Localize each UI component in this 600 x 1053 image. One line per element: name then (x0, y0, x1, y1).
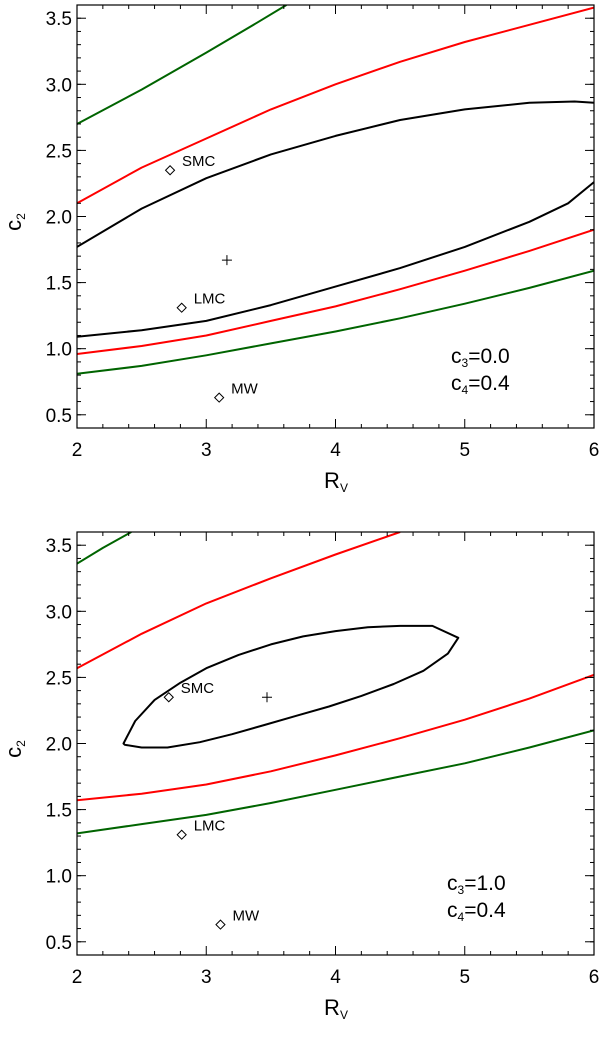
y-axis-title-sub: 2 (14, 213, 28, 220)
x-tick-label: 6 (589, 967, 600, 988)
point-label-smc: SMC (182, 153, 216, 170)
best-fit-marker (261, 692, 272, 703)
parameter-annotation-sub: 4 (462, 383, 469, 397)
parameter-annotation: c3=1.0 (447, 872, 506, 897)
series-line-black-upper (77, 100, 594, 248)
x-axis-title-sub: V (340, 1008, 348, 1022)
x-axis-title: RV (324, 468, 348, 495)
series-line-green-upper (77, 532, 132, 565)
series-line-green-lower (77, 729, 594, 835)
point-label-smc: SMC (181, 680, 215, 697)
y-tick-label: 3.5 (46, 536, 72, 557)
series-line-green-lower (77, 269, 594, 375)
y-axis-title: c2 (1, 740, 28, 758)
parameter-annotation-value: =0.4 (468, 372, 510, 395)
series-line-red-lower (77, 673, 594, 802)
y-tick-label: 2.0 (46, 208, 72, 229)
x-tick-label: 2 (72, 440, 83, 461)
y-tick-label: 0.5 (46, 406, 72, 427)
y-axis-title-main: c (1, 747, 26, 758)
y-tick-label: 2.0 (46, 735, 72, 756)
y-tick-label: 2.5 (46, 668, 72, 689)
y-tick-label: 1.5 (46, 274, 72, 295)
chart-panel-bottom: 2 3 4 5 60.51.01.52.02.53.03.5RVc2SMCLMCMWc3… (1, 531, 600, 1022)
parameter-annotation-main: c (447, 872, 458, 895)
series-line-black-lower (77, 181, 594, 338)
x-tick-label: 5 (459, 440, 470, 461)
x-axis-title-main: R (324, 995, 340, 1020)
series-line-red-lower (77, 228, 594, 355)
series-group (77, 532, 594, 835)
series-line-green-upper (77, 5, 287, 125)
point-marker-smc (164, 165, 176, 176)
parameter-annotation-value: =1.0 (464, 872, 505, 895)
x-tick-label: 4 (330, 440, 341, 461)
point-label-lmc: LMC (194, 291, 226, 308)
parameter-annotation-value: =0.0 (468, 345, 509, 368)
parameter-annotation-value: =0.4 (464, 899, 506, 922)
series-line-red-upper (77, 6, 594, 205)
x-tick-label: 6 (589, 440, 600, 461)
parameter-annotation: c3=0.0 (451, 345, 510, 370)
y-tick-label: 3.0 (46, 75, 72, 96)
chart-panel-top: 2 3 4 5 60.51.01.52.02.53.03.5RVc2SMCLMCMWc3… (1, 4, 600, 495)
y-axis-title: c2 (1, 213, 28, 231)
parameter-annotation-sub: 4 (458, 910, 465, 924)
x-tick-label: 4 (330, 967, 341, 988)
parameter-annotation-main: c (447, 899, 458, 922)
best-fit-marker (221, 255, 232, 266)
parameter-annotation: c4=0.4 (451, 372, 510, 397)
point-label-mw: MW (232, 908, 259, 925)
x-tick-label: 2 (72, 967, 83, 988)
x-tick-label: 3 (201, 440, 212, 461)
series-line-red-upper (77, 532, 401, 670)
x-tick-label: 5 (459, 967, 470, 988)
series-group (77, 5, 594, 375)
parameter-annotation-sub: 3 (458, 883, 465, 897)
plot-frame (76, 531, 595, 956)
y-tick-label: 0.5 (46, 933, 72, 954)
x-axis-title-main: R (324, 468, 340, 493)
x-axis-title: RV (324, 995, 348, 1022)
parameter-annotation: c4=0.4 (447, 899, 506, 924)
y-axis-title-main: c (1, 220, 26, 231)
y-tick-label: 3.0 (46, 602, 72, 623)
point-marker-mw (213, 392, 225, 403)
y-tick-label: 3.5 (46, 9, 72, 30)
y-axis-title-sub: 2 (14, 740, 28, 747)
y-tick-label: 1.0 (46, 340, 72, 361)
y-tick-label: 1.0 (46, 867, 72, 888)
point-marker-lmc (176, 302, 187, 313)
point-marker-lmc (176, 829, 187, 840)
parameter-annotation-sub: 3 (462, 356, 469, 370)
x-tick-label: 3 (201, 967, 212, 988)
point-marker-mw (215, 919, 226, 930)
y-tick-label: 2.5 (46, 141, 72, 162)
point-label-mw: MW (231, 381, 258, 398)
point-label-lmc: LMC (194, 818, 226, 835)
parameter-annotation-main: c (451, 372, 462, 395)
point-marker-smc (163, 692, 174, 703)
parameter-annotation-main: c (451, 345, 462, 368)
x-axis-title-sub: V (340, 481, 348, 495)
y-tick-label: 1.5 (46, 801, 72, 822)
series-line-black-contour (122, 624, 460, 749)
